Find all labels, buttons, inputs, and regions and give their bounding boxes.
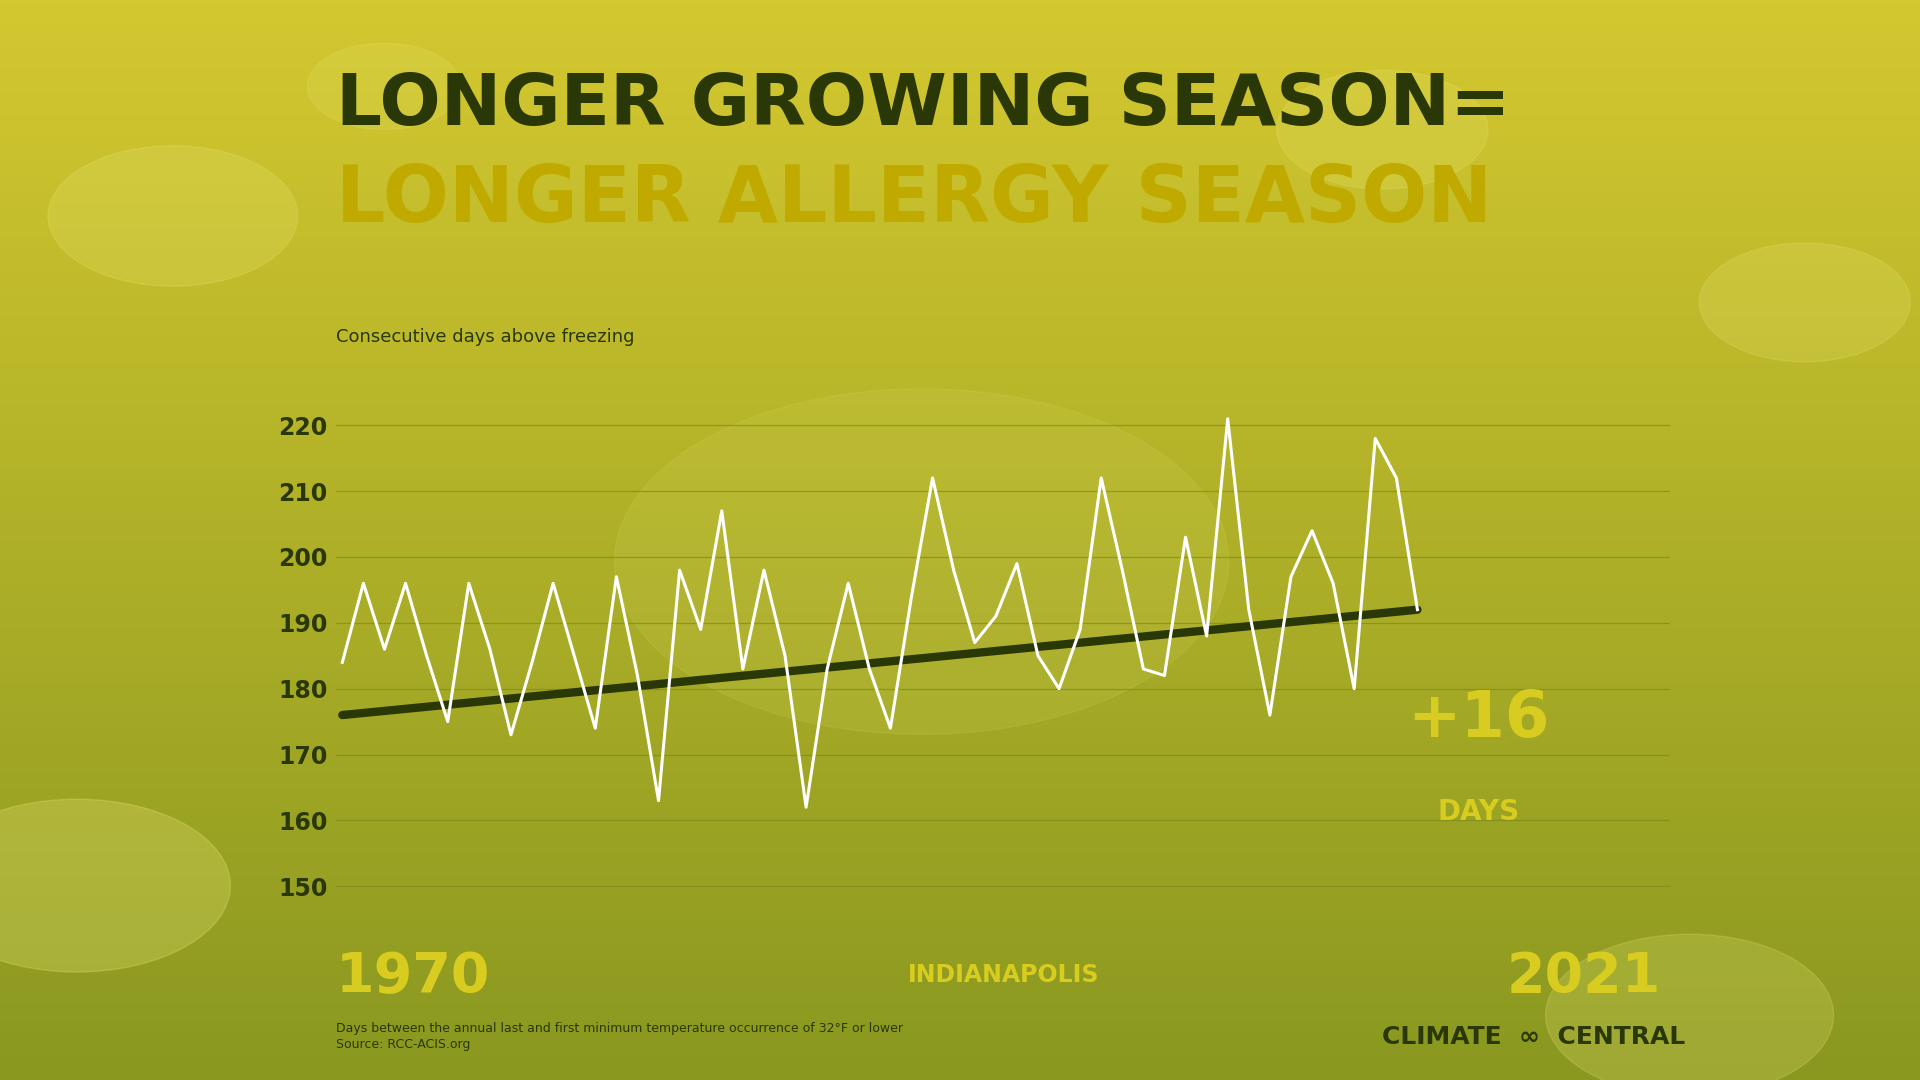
Text: LONGER ALLERGY SEASON: LONGER ALLERGY SEASON bbox=[336, 162, 1492, 238]
Circle shape bbox=[1699, 243, 1910, 362]
Circle shape bbox=[614, 389, 1229, 734]
Circle shape bbox=[1277, 70, 1488, 189]
Text: INDIANAPOLIS: INDIANAPOLIS bbox=[908, 963, 1098, 987]
Circle shape bbox=[307, 43, 461, 130]
Text: Source: RCC-ACIS.org: Source: RCC-ACIS.org bbox=[336, 1038, 470, 1051]
Text: DAYS: DAYS bbox=[1438, 798, 1519, 826]
Text: Days between the annual last and first minimum temperature occurrence of 32°F or: Days between the annual last and first m… bbox=[336, 1022, 902, 1035]
Text: LONGER GROWING SEASON=: LONGER GROWING SEASON= bbox=[336, 71, 1511, 140]
Text: 1970: 1970 bbox=[336, 950, 490, 1004]
Circle shape bbox=[0, 799, 230, 972]
Circle shape bbox=[1546, 934, 1834, 1080]
Text: +16: +16 bbox=[1407, 688, 1549, 750]
Text: Consecutive days above freezing: Consecutive days above freezing bbox=[336, 327, 634, 346]
Circle shape bbox=[48, 146, 298, 286]
Text: 2021: 2021 bbox=[1507, 950, 1661, 1004]
Text: CLIMATE  ∞  CENTRAL: CLIMATE ∞ CENTRAL bbox=[1382, 1025, 1686, 1049]
